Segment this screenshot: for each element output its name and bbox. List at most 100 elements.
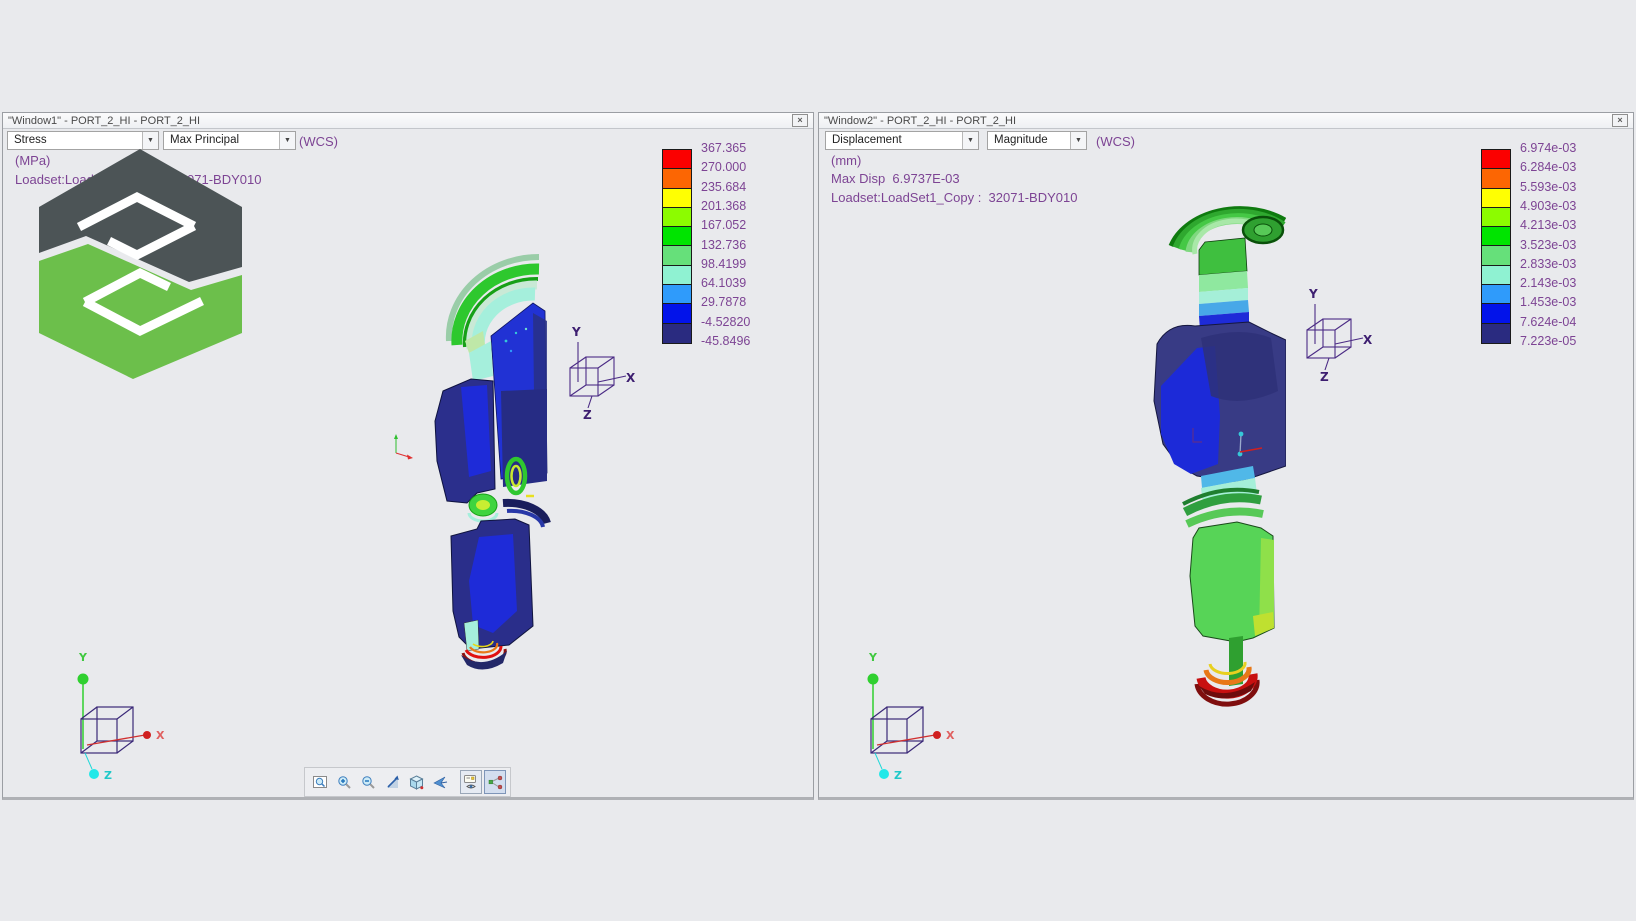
- legend-label: 167.052: [701, 218, 747, 233]
- max-disp-label: Max Disp 6.9737E-03: [831, 171, 960, 186]
- cutting-surfaces-icon: [488, 775, 502, 789]
- box-zoom-button[interactable]: [309, 770, 331, 794]
- orientation-triad: Y X Z: [77, 651, 165, 782]
- axis-y-label: Y: [78, 651, 88, 664]
- zoom-in-icon: [337, 775, 351, 789]
- refit-button[interactable]: [381, 770, 403, 794]
- bent-pipe-contours: [445, 253, 540, 353]
- legend-label: 4.213e-03: [1520, 218, 1577, 233]
- window1: "Window1" - PORT_2_HI - PORT_2_HI × Stre…: [2, 112, 814, 800]
- legend-color-block: [1482, 285, 1510, 305]
- result-type-value: Stress: [14, 134, 47, 146]
- axis-x-label: X: [626, 371, 636, 385]
- model-csys-marker: [394, 434, 413, 460]
- chevron-down-icon[interactable]: ▼: [962, 132, 978, 149]
- displacement-model-viewport[interactable]: [1141, 176, 1286, 721]
- legend-colorbar: [662, 149, 692, 344]
- legend-label: 201.368: [701, 198, 747, 213]
- window2: "Window2" - PORT_2_HI - PORT_2_HI × Disp…: [818, 112, 1634, 800]
- csys-label: (WCS): [299, 134, 338, 149]
- legend-color-block: [1482, 150, 1510, 170]
- legend-label: 7.624e-04: [1520, 314, 1577, 329]
- legend-color-block: [1482, 265, 1510, 286]
- legend-color-block: [663, 323, 691, 343]
- legend-color-block: [663, 246, 691, 266]
- legend-color-block: [663, 227, 691, 247]
- legend-label: 7.223e-05: [1520, 334, 1577, 348]
- legend-color-block: [1482, 188, 1510, 208]
- legend-label: 6.284e-03: [1520, 160, 1577, 175]
- window1-titlebar[interactable]: "Window1" - PORT_2_HI - PORT_2_HI ×: [3, 113, 813, 129]
- legend-color-block: [663, 207, 691, 228]
- window1-title: "Window1" - PORT_2_HI - PORT_2_HI: [8, 114, 201, 127]
- refit-icon: [386, 775, 399, 788]
- component-value: Max Principal: [170, 134, 240, 146]
- view-cube-icon: [408, 774, 424, 790]
- axis-z-label: Z: [1320, 370, 1329, 384]
- legend-label: 270.000: [701, 160, 747, 175]
- chevron-down-icon[interactable]: ▼: [1070, 132, 1086, 149]
- legend-label: -4.52820: [701, 314, 751, 329]
- csys-label: (WCS): [1096, 134, 1135, 149]
- chevron-down-icon[interactable]: ▼: [142, 132, 158, 149]
- legend-label: 235.684: [701, 179, 747, 194]
- legend-label: 2.833e-03: [1520, 256, 1577, 271]
- result-type-select[interactable]: Stress ▼: [7, 131, 159, 150]
- fly-through-button[interactable]: [429, 770, 451, 794]
- window1-close-icon[interactable]: ×: [792, 114, 808, 127]
- unit-label: (MPa): [15, 153, 51, 168]
- window2-title: "Window2" - PORT_2_HI - PORT_2_HI: [824, 114, 1017, 127]
- display-filters-icon: [463, 774, 476, 788]
- legend-color-block: [663, 285, 691, 305]
- window2-titlebar[interactable]: "Window2" - PORT_2_HI - PORT_2_HI ×: [819, 113, 1633, 129]
- orientation-triad: Y X Z: [867, 651, 955, 782]
- legend-color-block: [663, 265, 691, 286]
- chevron-down-icon[interactable]: ▼: [279, 132, 295, 149]
- legend-label: 5.593e-03: [1520, 179, 1577, 194]
- axis-x-label: X: [156, 729, 165, 742]
- legend-label: 132.736: [701, 237, 747, 252]
- legend-color-block: [663, 169, 691, 189]
- axis-x-label: X: [946, 729, 955, 742]
- cutting-surfaces-button[interactable]: [484, 770, 506, 794]
- axis-z-label: Z: [104, 769, 112, 782]
- axis-z-label: Z: [894, 769, 902, 782]
- legend-color-block: [1482, 246, 1510, 266]
- fly-through-icon: [432, 776, 447, 788]
- legend-label: 2.143e-03: [1520, 276, 1577, 291]
- legend-color-block: [1482, 207, 1510, 228]
- named-view-button[interactable]: [405, 770, 427, 794]
- wcs-triad-cube: Y X Z: [1306, 287, 1373, 384]
- legend-label: 64.1039: [701, 276, 747, 291]
- wcs-triad-cube: Y X Z: [569, 325, 636, 422]
- axis-x-label: X: [1363, 333, 1373, 347]
- view-toolbar: [304, 767, 511, 797]
- zoom-out-icon: [361, 775, 375, 789]
- box-zoom-icon: [312, 775, 327, 788]
- legend-label: 6.974e-03: [1520, 141, 1577, 155]
- legend-label: 367.365: [701, 141, 747, 155]
- legend-label: 1.453e-03: [1520, 295, 1577, 310]
- window2-close-icon[interactable]: ×: [1612, 114, 1628, 127]
- display-filters-button[interactable]: [460, 770, 482, 794]
- loadset-label: Loadset:LoadSet1_Copy : 32071-BDY010: [831, 190, 1078, 205]
- legend-color-block: [1482, 304, 1510, 324]
- legend-label: 4.903e-03: [1520, 198, 1577, 213]
- component-value: Magnitude: [994, 134, 1048, 146]
- zoom-in-button[interactable]: [333, 770, 355, 794]
- legend-colorbar: [1481, 149, 1511, 344]
- watermark-logo: [39, 149, 242, 379]
- axis-z-label: Z: [583, 408, 592, 422]
- legend-label: 29.7878: [701, 295, 747, 310]
- legend-color-block: [663, 188, 691, 208]
- stress-model-viewport[interactable]: [421, 241, 556, 677]
- axis-y-label: Y: [1308, 287, 1318, 301]
- result-type-value: Displacement: [832, 134, 902, 146]
- legend-label: -45.8496: [701, 334, 751, 348]
- unit-label: (mm): [831, 153, 862, 168]
- component-select[interactable]: Magnitude ▼: [987, 131, 1087, 150]
- result-type-select[interactable]: Displacement ▼: [825, 131, 979, 150]
- legend-color-block: [663, 150, 691, 170]
- zoom-out-button[interactable]: [357, 770, 379, 794]
- component-select[interactable]: Max Principal ▼: [163, 131, 296, 150]
